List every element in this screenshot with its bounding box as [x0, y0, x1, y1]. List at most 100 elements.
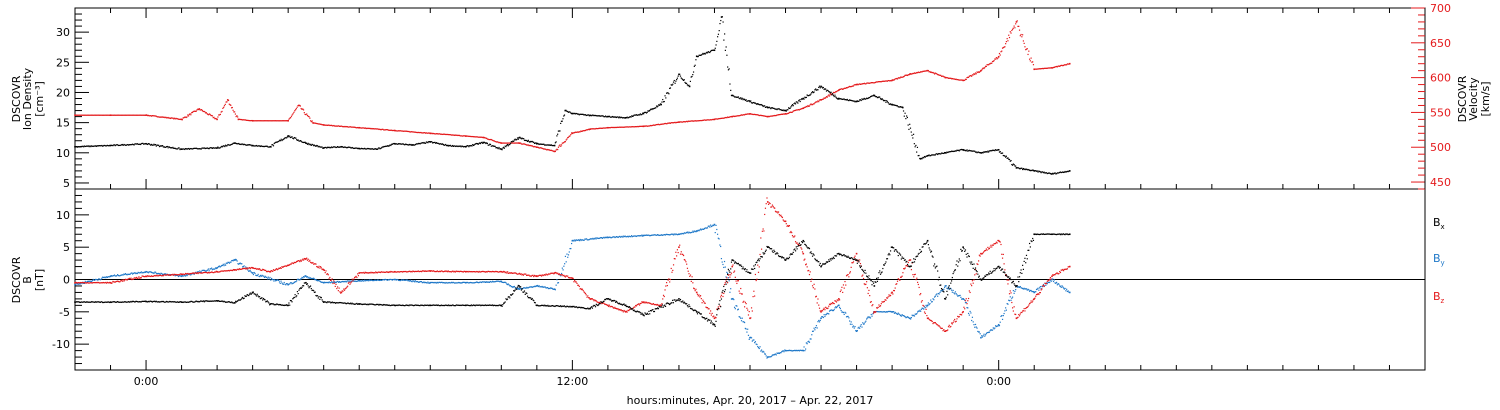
density-point [184, 148, 186, 151]
velocity-point [173, 117, 176, 119]
density-point [1026, 168, 1028, 171]
by-point [866, 318, 868, 320]
density-point [801, 98, 803, 100]
velocity-point [202, 110, 204, 113]
velocity-point [177, 118, 180, 120]
density-point [295, 137, 297, 139]
by-point [426, 282, 428, 284]
velocity-point [818, 99, 821, 101]
velocity-point [203, 110, 205, 113]
by-point [379, 279, 382, 281]
by-point [634, 235, 636, 237]
velocity-point [652, 124, 654, 126]
bz-point [156, 275, 158, 277]
velocity-point [626, 126, 628, 128]
density-point [450, 145, 452, 147]
velocity-point [214, 118, 216, 120]
bz-point [727, 282, 729, 284]
density-point [847, 99, 849, 102]
density-point [871, 95, 873, 97]
density-point [629, 116, 631, 118]
bz-point [352, 280, 354, 282]
velocity-point [396, 130, 398, 132]
velocity-point [1068, 62, 1071, 65]
density-point [447, 144, 449, 147]
bz-point [177, 274, 179, 276]
density-point [1005, 155, 1008, 157]
density-point [113, 144, 116, 146]
velocity-point [990, 62, 992, 64]
by-point [593, 238, 596, 240]
bz-point [734, 276, 736, 278]
density-point [385, 145, 387, 147]
velocity-point [78, 114, 80, 116]
velocity-point [802, 107, 805, 110]
density-point [106, 144, 108, 146]
density-point [798, 99, 801, 101]
velocity-point [441, 133, 443, 135]
bz-point [696, 293, 699, 295]
density-point [619, 117, 621, 119]
bz-point [518, 272, 521, 274]
by-point [331, 281, 333, 283]
density-point [637, 114, 639, 116]
velocity-point [733, 115, 735, 117]
by-point [435, 282, 438, 284]
density-point [768, 106, 770, 108]
bz-point [609, 306, 611, 308]
bz-point [405, 270, 407, 273]
velocity-point [231, 106, 233, 109]
velocity-point [207, 113, 209, 116]
bz-point [688, 273, 690, 275]
by-point [383, 279, 386, 281]
by-point [226, 262, 228, 265]
velocity-point [502, 142, 504, 144]
bz-point [759, 253, 761, 256]
density-point [78, 146, 80, 148]
by-point [210, 268, 212, 270]
velocity-point [997, 57, 999, 59]
density-point [911, 134, 913, 136]
velocity-point [886, 80, 888, 82]
by-point [418, 281, 420, 283]
by-point [483, 281, 485, 283]
velocity-point [811, 104, 813, 106]
bz-point [635, 305, 638, 307]
by-point [383, 279, 385, 281]
velocity-point [693, 120, 695, 122]
bz-point [358, 272, 361, 274]
bz-point [114, 281, 116, 283]
by-point [205, 270, 207, 273]
bz-point [194, 272, 196, 274]
density-point [455, 145, 457, 148]
bz-point [138, 276, 140, 278]
density-point [1021, 167, 1023, 169]
velocity-point [672, 122, 674, 124]
bz-point [98, 282, 101, 284]
density-point [130, 144, 132, 146]
bz-point [788, 225, 790, 227]
bz-point [204, 271, 206, 273]
bz-point [398, 271, 400, 273]
velocity-point [944, 76, 947, 79]
by-point [1060, 286, 1062, 289]
density-point [444, 144, 446, 146]
velocity-point [598, 127, 600, 129]
by-point [275, 279, 277, 282]
density-point [459, 145, 461, 147]
density-point [293, 136, 295, 139]
velocity-point [705, 119, 708, 121]
by-point [772, 354, 774, 356]
velocity-point [950, 77, 952, 79]
density-point [538, 143, 540, 146]
velocity-point [398, 130, 401, 132]
by-point [1023, 287, 1025, 289]
bz-point [646, 302, 648, 304]
bz-point [238, 268, 241, 270]
velocity-point [257, 120, 259, 122]
velocity-point [469, 135, 471, 137]
density-point [129, 144, 131, 146]
bz-point [590, 298, 592, 301]
density-point [118, 144, 120, 147]
by-point [520, 288, 522, 290]
